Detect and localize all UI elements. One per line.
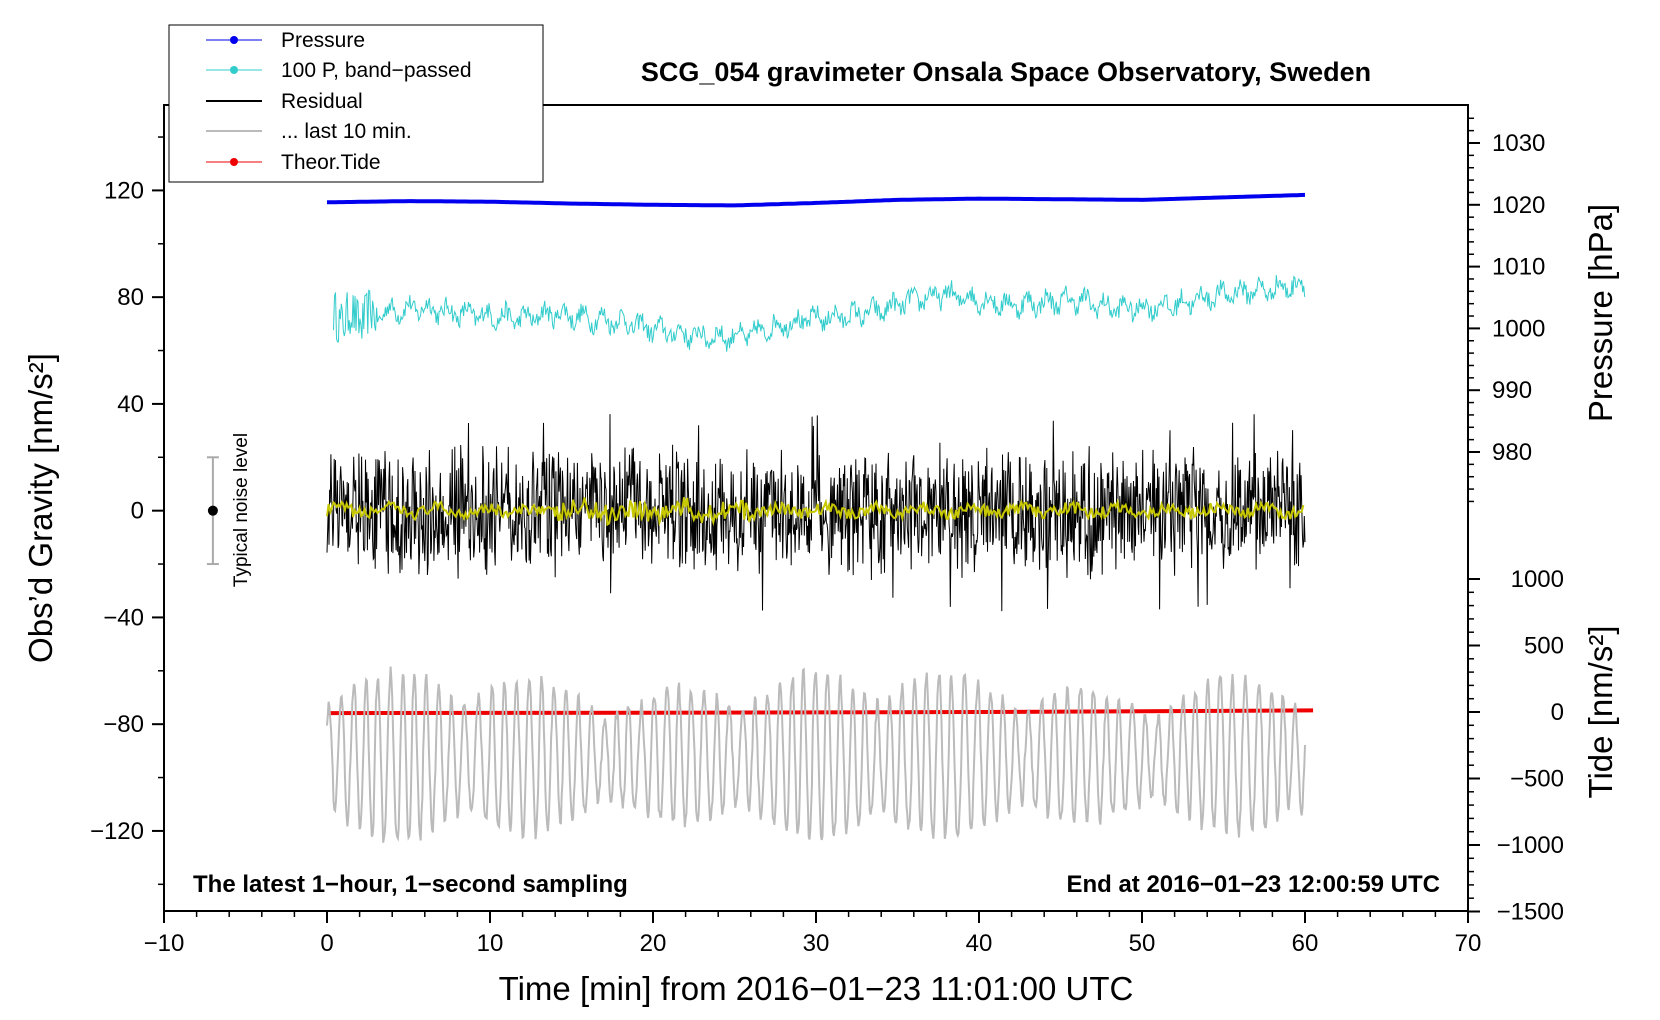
x-tick-label: 10 [477,930,504,957]
tide-axis-title: Tide [nm/s²] [1582,626,1619,799]
residual-smoothed-line [326,497,1305,527]
last-10-min-line [326,666,1306,843]
y-tick-label: −40 [103,604,144,631]
pressure-bandpassed-series [333,275,1306,352]
pressure-tick-label: 1020 [1492,192,1545,219]
legend: Pressure 100 P, band−passed Residual ...… [168,24,544,183]
legend-item-bandpassed: 100 P, band−passed [206,59,472,82]
pressure-series [327,192,1306,208]
left-y-axis-title: Obs’d Gravity [nm/s²] [22,353,59,663]
x-tick-label: −10 [144,930,185,957]
legend-item-pressure: Pressure [206,29,365,52]
pressure-line [327,192,1306,208]
noise-bar-center [207,505,218,516]
x-axis-title: Time [min] from 2016−01−23 11:01:00 UTC [499,970,1134,1007]
y-tick-label: −120 [90,818,144,845]
y-tick-label: 80 [117,284,144,311]
tide-tick-label: −1500 [1497,899,1564,926]
pressure-tick-label: 980 [1492,439,1532,466]
y-tick-label: 40 [117,391,144,418]
x-tick-label: 50 [1129,930,1156,957]
tide-tick-label: 0 [1551,699,1564,726]
tide-axis: 1000 500 0 −500 −1000 −1500 [1468,566,1564,926]
pressure-tick-label: 1030 [1492,130,1545,157]
x-tick-label: 60 [1292,930,1319,957]
tide-line [326,708,1314,716]
y-tick-label: −80 [103,711,144,738]
legend-label-tide: Theor.Tide [281,151,381,174]
pressure-axis-title: Pressure [hPa] [1582,204,1619,422]
pressure-tick-label: 1010 [1492,254,1545,281]
noise-level-indicator: Typical noise level [206,433,252,587]
legend-item-tide: Theor.Tide [206,151,381,174]
y-tick-label: 0 [131,498,144,525]
x-tick-label: 0 [320,930,333,957]
pressure-tick-label: 1000 [1492,315,1545,342]
left-y-axis: 120 80 40 0 −40 −80 −120 [90,136,164,886]
sampling-annotation: The latest 1−hour, 1−second sampling [193,871,628,898]
y-tick-label: 120 [104,177,144,204]
pressure-axis: 1030 1020 1010 1000 990 980 [1468,117,1545,503]
bandpassed-line [333,275,1306,352]
x-tick-label: 30 [803,930,830,957]
x-tick-label: 40 [966,930,993,957]
tide-tick-label: 500 [1524,633,1564,660]
tide-tick-label: 1000 [1511,566,1564,593]
x-tick-label: 70 [1455,930,1482,957]
legend-item-residual: Residual [206,90,363,113]
residual-smoothed-series [326,497,1305,527]
noise-level-label: Typical noise level [231,433,252,587]
last-10-min-series [326,666,1306,843]
pressure-tick-label: 990 [1492,377,1532,404]
tide-series [326,708,1314,716]
legend-box [168,24,544,183]
x-tick-label: 20 [640,930,667,957]
legend-label-residual: Residual [281,90,363,113]
legend-label-bandpassed: 100 P, band−passed [281,59,472,82]
x-axis: −10 0 10 20 30 40 50 60 70 [144,911,1482,957]
legend-label-last-10-min: ... last 10 min. [281,120,412,143]
legend-label-pressure: Pressure [281,29,365,52]
legend-item-last-10-min: ... last 10 min. [206,120,412,143]
tide-tick-label: −1000 [1497,832,1564,859]
tide-tick-label: −500 [1510,766,1564,793]
end-time-annotation: End at 2016−01−23 12:00:59 UTC [1066,871,1440,898]
chart-title: SCG_054 gravimeter Onsala Space Observat… [641,57,1371,87]
